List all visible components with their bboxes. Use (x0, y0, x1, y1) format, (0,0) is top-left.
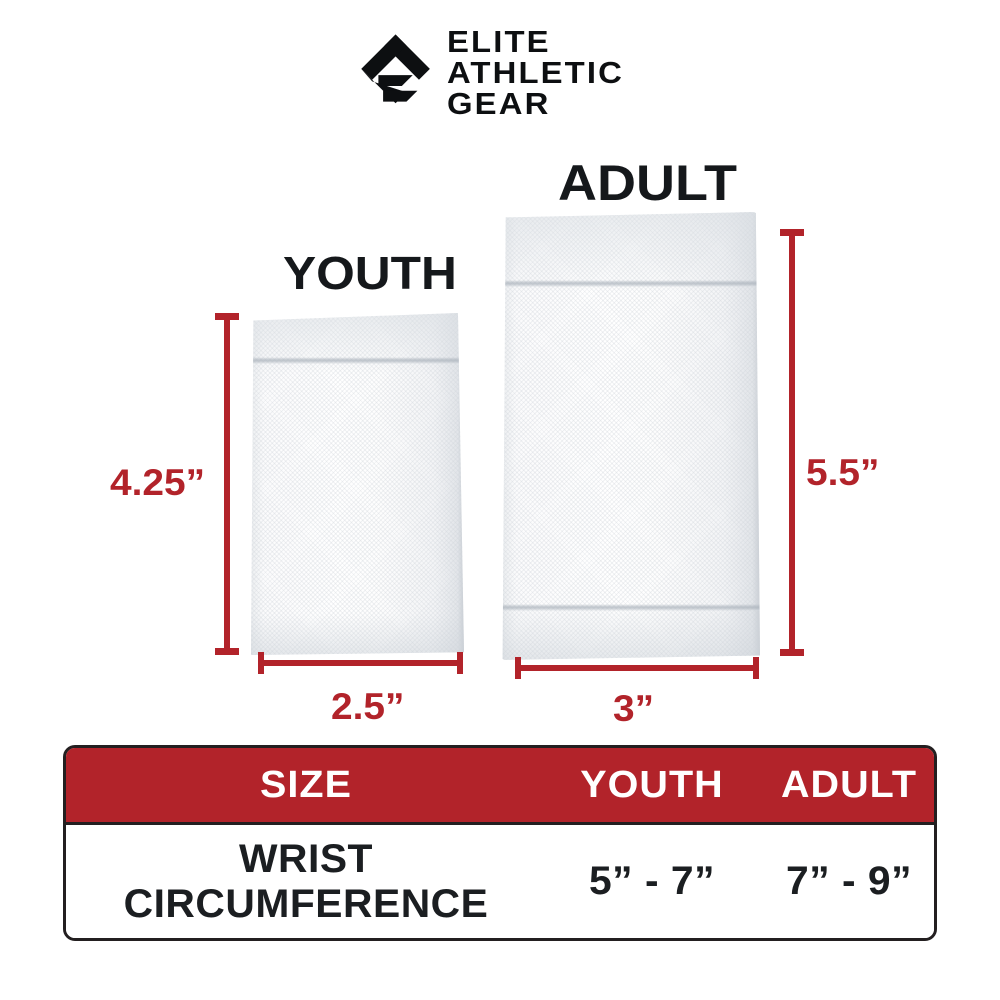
product-image-youth-wrist-sleeve (251, 313, 464, 655)
table-cell-measurement-label: WRIST CIRCUMFERENCE (66, 823, 554, 938)
product-image-adult-wrist-sleeve (502, 212, 760, 660)
fabric-seam-top (502, 280, 760, 287)
brand-logo: ELITE ATHLETIC GEAR (355, 25, 655, 119)
table-header-adult: ADULT (751, 748, 934, 825)
dimension-label-youth-height: 4.25” (110, 462, 206, 503)
product-heading-youth: YOUTH (283, 247, 457, 299)
brand-wordmark-line-3: GEAR (447, 85, 551, 121)
dimension-line-youth-width (258, 652, 463, 674)
dimension-label-adult-width: 3” (613, 688, 655, 729)
product-heading-adult: ADULT (558, 155, 737, 211)
brand-wordmark-line-2: ATHLETIC (447, 55, 624, 91)
fabric-seam-top (251, 357, 464, 364)
brand-wordmark-line-1: ELITE (447, 24, 551, 60)
table-header-row: SIZE YOUTH ADULT (66, 748, 934, 825)
elite-athletic-gear-e-mark-icon (361, 34, 430, 104)
dimension-line-adult-height (780, 229, 804, 656)
table-row: WRIST CIRCUMFERENCE 5” - 7” 7” - 9” (66, 823, 934, 938)
fabric-seam-bottom (502, 604, 760, 611)
dimension-label-adult-height: 5.5” (806, 452, 880, 493)
dimension-label-youth-width: 2.5” (331, 686, 405, 727)
brand-wordmark: ELITE ATHLETIC GEAR (447, 25, 622, 119)
table-header-youth: YOUTH (543, 748, 762, 825)
dimension-line-youth-height (215, 313, 239, 655)
table-cell-adult-value: 7” - 9” (753, 823, 934, 938)
size-chart-table: SIZE YOUTH ADULT WRIST CIRCUMFERENCE 5” … (63, 745, 937, 941)
fabric-texture (251, 313, 464, 655)
table-header-size: SIZE (66, 748, 559, 825)
table-cell-youth-value: 5” - 7” (545, 823, 760, 938)
dimension-line-adult-width (515, 657, 759, 679)
